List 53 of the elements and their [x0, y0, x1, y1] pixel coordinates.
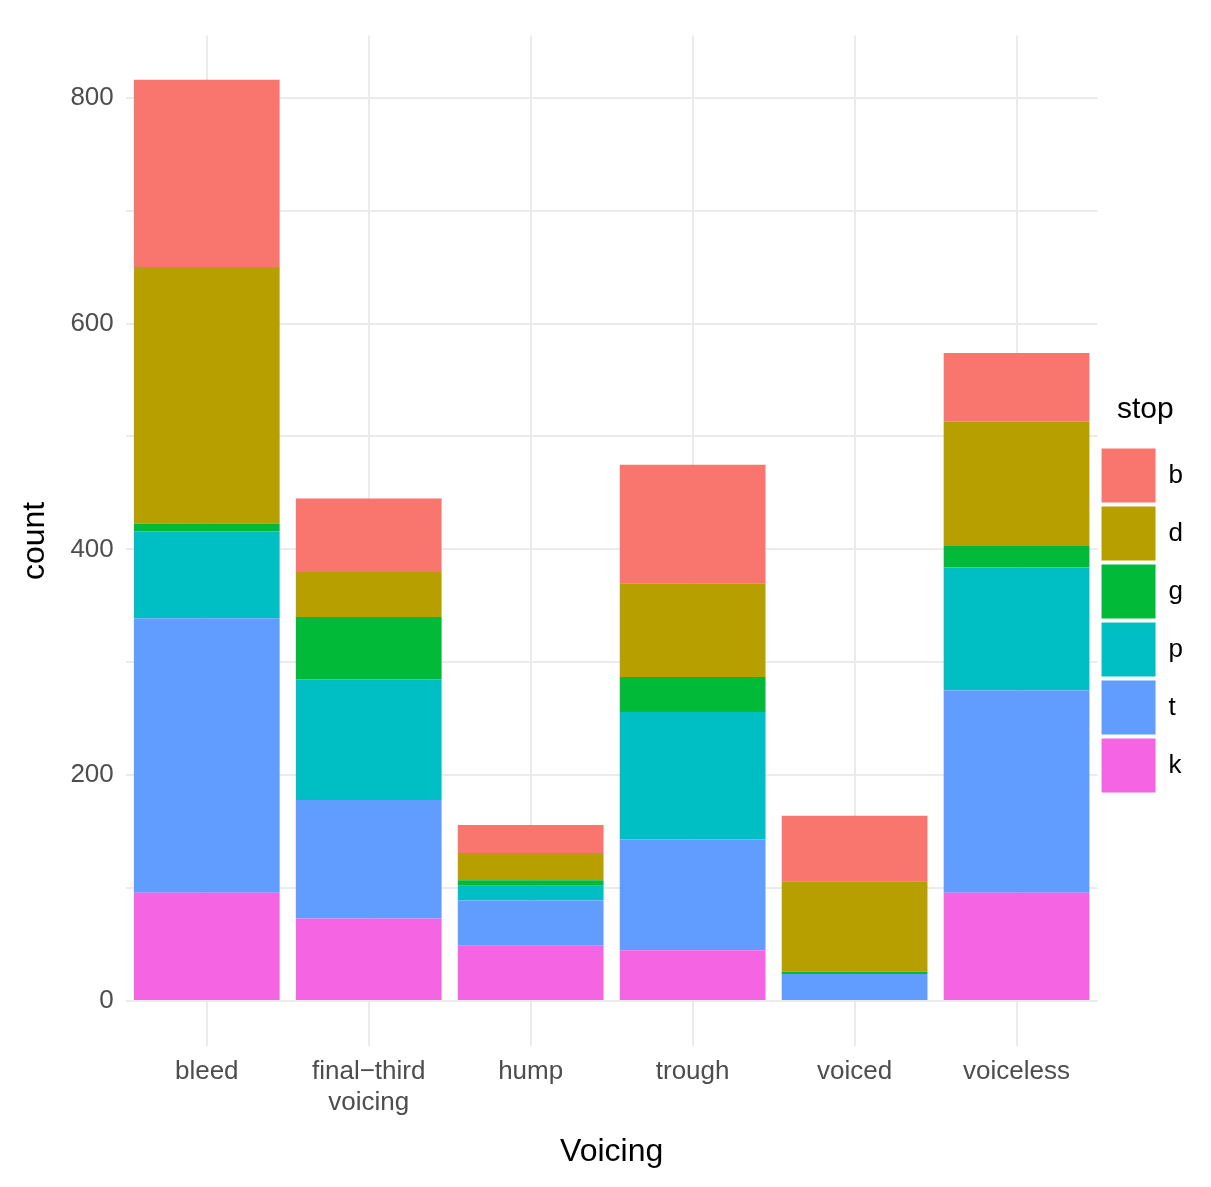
bar — [943, 892, 1090, 1001]
bar — [295, 571, 442, 618]
bar — [619, 711, 766, 840]
bar — [133, 267, 280, 524]
y-tick-label: 600 — [70, 306, 114, 337]
legend-label: b — [1168, 458, 1184, 489]
legend-label: p — [1168, 632, 1184, 663]
bar — [781, 815, 928, 882]
bar — [619, 676, 766, 712]
bar — [619, 464, 766, 584]
legend-label: k — [1168, 748, 1183, 779]
bar — [295, 498, 442, 572]
bar — [457, 885, 604, 901]
bar — [943, 567, 1090, 691]
bar — [781, 881, 928, 972]
bar — [133, 523, 280, 532]
bar — [619, 950, 766, 1001]
bar — [133, 618, 280, 893]
bar — [295, 679, 442, 801]
bar — [133, 531, 280, 619]
legend-label: t — [1168, 690, 1177, 721]
bar — [943, 690, 1090, 893]
bar — [943, 352, 1090, 422]
y-tick-label: 0 — [99, 984, 114, 1015]
y-axis-title: count — [15, 501, 52, 581]
bar — [457, 900, 604, 946]
x-tick-label: bleed — [174, 1054, 239, 1085]
bar — [619, 839, 766, 951]
legend-label: d — [1168, 516, 1184, 547]
bar — [619, 583, 766, 677]
bar — [133, 79, 280, 268]
bar — [457, 853, 604, 881]
x-axis-title: Voicing — [560, 1131, 664, 1168]
x-tick-label: voiced — [817, 1054, 893, 1085]
legend-label: g — [1168, 574, 1184, 605]
bar — [295, 617, 442, 680]
bar — [781, 973, 928, 1001]
bar — [133, 892, 280, 1001]
bar — [943, 421, 1090, 546]
x-tick-label: trough — [655, 1054, 730, 1085]
bar — [943, 545, 1090, 568]
bar — [457, 880, 604, 886]
x-tick-label: voiceless — [963, 1054, 1071, 1085]
bar — [457, 824, 604, 854]
bar — [295, 800, 442, 919]
x-tick-label: final−third voicing — [311, 1054, 426, 1117]
y-tick-label: 400 — [70, 532, 114, 563]
legend-title: stop — [1116, 390, 1174, 424]
y-tick-label: 800 — [70, 80, 114, 111]
bar — [457, 945, 604, 1001]
x-tick-label: hump — [498, 1054, 564, 1085]
bar — [295, 918, 442, 1001]
y-tick-label: 200 — [70, 758, 114, 789]
